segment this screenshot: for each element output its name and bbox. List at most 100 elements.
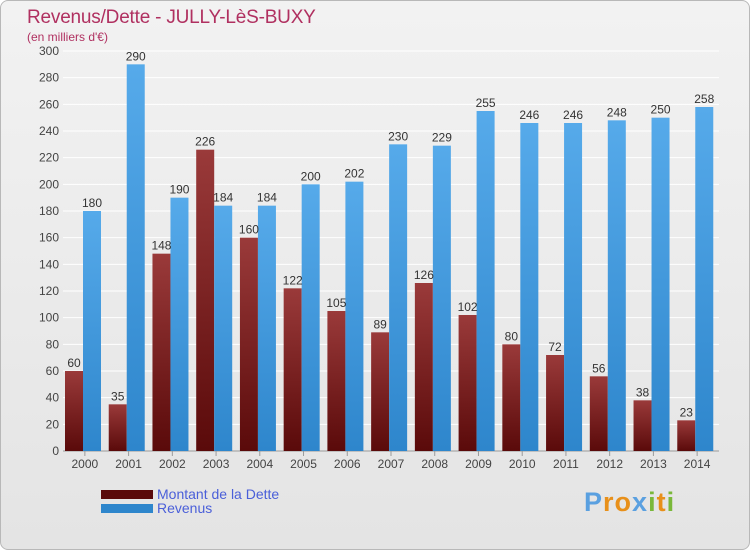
data-label-revenus: 190 xyxy=(169,183,189,197)
legend-swatch-revenus xyxy=(101,504,153,513)
data-label-revenus: 246 xyxy=(563,108,583,122)
bar-debt xyxy=(283,288,302,451)
y-tick-label: 240 xyxy=(39,124,59,138)
x-tick-label: 2001 xyxy=(115,457,142,471)
y-tick-label: 220 xyxy=(39,151,59,165)
x-tick-label: 2007 xyxy=(378,457,405,471)
x-tick-label: 2014 xyxy=(684,457,711,471)
bar-debt xyxy=(108,404,127,451)
legend-label-revenus: Revenus xyxy=(157,500,213,516)
bar-revenus xyxy=(301,184,320,452)
y-tick-label: 120 xyxy=(39,284,59,298)
logo-letter: r xyxy=(603,487,615,517)
bar-revenus xyxy=(214,205,233,451)
x-tick-label: 2009 xyxy=(465,457,492,471)
data-labels: 60 180 35 290 148 190 226 184 160 184 122 200 105 202… xyxy=(67,49,714,419)
data-label-revenus: 290 xyxy=(126,49,146,63)
chart-subtitle: (en milliers d'€) xyxy=(27,30,108,44)
x-tick-label: 2004 xyxy=(246,457,273,471)
bar-revenus xyxy=(520,123,539,451)
proxiti-logo: Proxiti xyxy=(584,487,675,518)
x-tick-label: 2012 xyxy=(596,457,623,471)
bar-revenus xyxy=(564,123,583,451)
bars xyxy=(65,64,714,452)
x-tick-label: 2005 xyxy=(290,457,317,471)
data-label-revenus: 250 xyxy=(651,103,671,117)
x-axis-ticks: 2000 2001 2002 2003 2004 2005 2006 2007 2008 2009… xyxy=(72,451,711,471)
data-label-debt: 160 xyxy=(239,223,259,237)
bar-revenus xyxy=(389,144,408,452)
data-label-revenus: 180 xyxy=(82,196,102,210)
x-tick-label: 2008 xyxy=(421,457,448,471)
y-tick-label: 0 xyxy=(52,444,59,458)
chart-title: Revenus/Dette - JULLY-LèS-BUXY xyxy=(27,7,316,28)
bar-revenus xyxy=(607,120,626,451)
data-label-debt: 23 xyxy=(680,405,694,419)
bar-debt xyxy=(458,315,477,451)
logo-letter: i xyxy=(666,487,676,517)
bar-revenus xyxy=(170,197,189,451)
data-label-debt: 226 xyxy=(195,135,215,149)
data-label-revenus: 229 xyxy=(432,131,452,145)
legend-swatch-debt xyxy=(101,490,153,499)
data-label-revenus: 200 xyxy=(301,169,321,183)
x-tick-label: 2002 xyxy=(159,457,186,471)
logo-letter: t xyxy=(656,487,667,517)
data-label-debt: 148 xyxy=(151,239,171,253)
data-label-debt: 102 xyxy=(458,300,478,314)
bar-debt xyxy=(327,311,346,451)
data-label-debt: 80 xyxy=(505,329,519,343)
bar-debt xyxy=(65,371,83,451)
bar-revenus xyxy=(432,145,451,451)
x-tick-label: 2006 xyxy=(334,457,361,471)
bar-debt xyxy=(196,149,215,451)
data-label-revenus: 255 xyxy=(476,96,496,110)
bar-revenus xyxy=(345,181,364,451)
x-tick-label: 2011 xyxy=(553,457,579,471)
y-tick-label: 200 xyxy=(39,177,59,191)
data-label-debt: 35 xyxy=(111,389,125,403)
x-tick-label: 2000 xyxy=(72,457,99,471)
logo-letter: P xyxy=(584,487,604,517)
data-label-revenus: 184 xyxy=(257,191,277,205)
y-tick-label: 40 xyxy=(46,391,60,405)
data-label-debt: 122 xyxy=(283,273,303,287)
y-tick-label: 180 xyxy=(39,204,59,218)
y-tick-label: 160 xyxy=(39,231,59,245)
data-label-revenus: 184 xyxy=(213,191,233,205)
bar-revenus xyxy=(695,107,714,451)
data-label-debt: 60 xyxy=(67,356,81,370)
data-label-revenus: 230 xyxy=(388,129,408,143)
data-label-revenus: 248 xyxy=(607,105,627,119)
bar-revenus xyxy=(126,64,145,452)
y-tick-label: 100 xyxy=(39,311,59,325)
data-label-debt: 126 xyxy=(414,268,434,282)
y-axis-ticks: 0 20 40 60 80 100 120 140 160 180 200 220 240 260 280 3… xyxy=(39,44,59,458)
logo-letter: i xyxy=(648,487,657,517)
bar-revenus xyxy=(83,211,101,451)
bar-debt xyxy=(589,376,608,451)
data-label-revenus: 258 xyxy=(694,92,714,106)
bar-debt xyxy=(502,344,521,451)
data-label-revenus: 202 xyxy=(344,167,364,181)
y-tick-label: 80 xyxy=(46,337,60,351)
bar-debt xyxy=(371,332,390,451)
y-tick-label: 20 xyxy=(46,417,60,431)
bar-debt xyxy=(546,355,565,451)
y-tick-label: 280 xyxy=(39,71,59,85)
data-label-debt: 38 xyxy=(636,385,650,399)
data-label-debt: 56 xyxy=(592,361,606,375)
logo-letter: x xyxy=(632,487,649,517)
x-tick-label: 2003 xyxy=(203,457,230,471)
y-tick-label: 260 xyxy=(39,97,59,111)
bar-revenus xyxy=(476,111,495,451)
bar-revenus xyxy=(257,205,276,451)
y-tick-label: 60 xyxy=(46,364,60,378)
x-tick-label: 2010 xyxy=(509,457,536,471)
y-tick-label: 140 xyxy=(39,257,59,271)
data-label-debt: 72 xyxy=(548,340,562,354)
legend-label-debt: Montant de la Dette xyxy=(157,486,280,502)
x-tick-label: 2013 xyxy=(640,457,667,471)
